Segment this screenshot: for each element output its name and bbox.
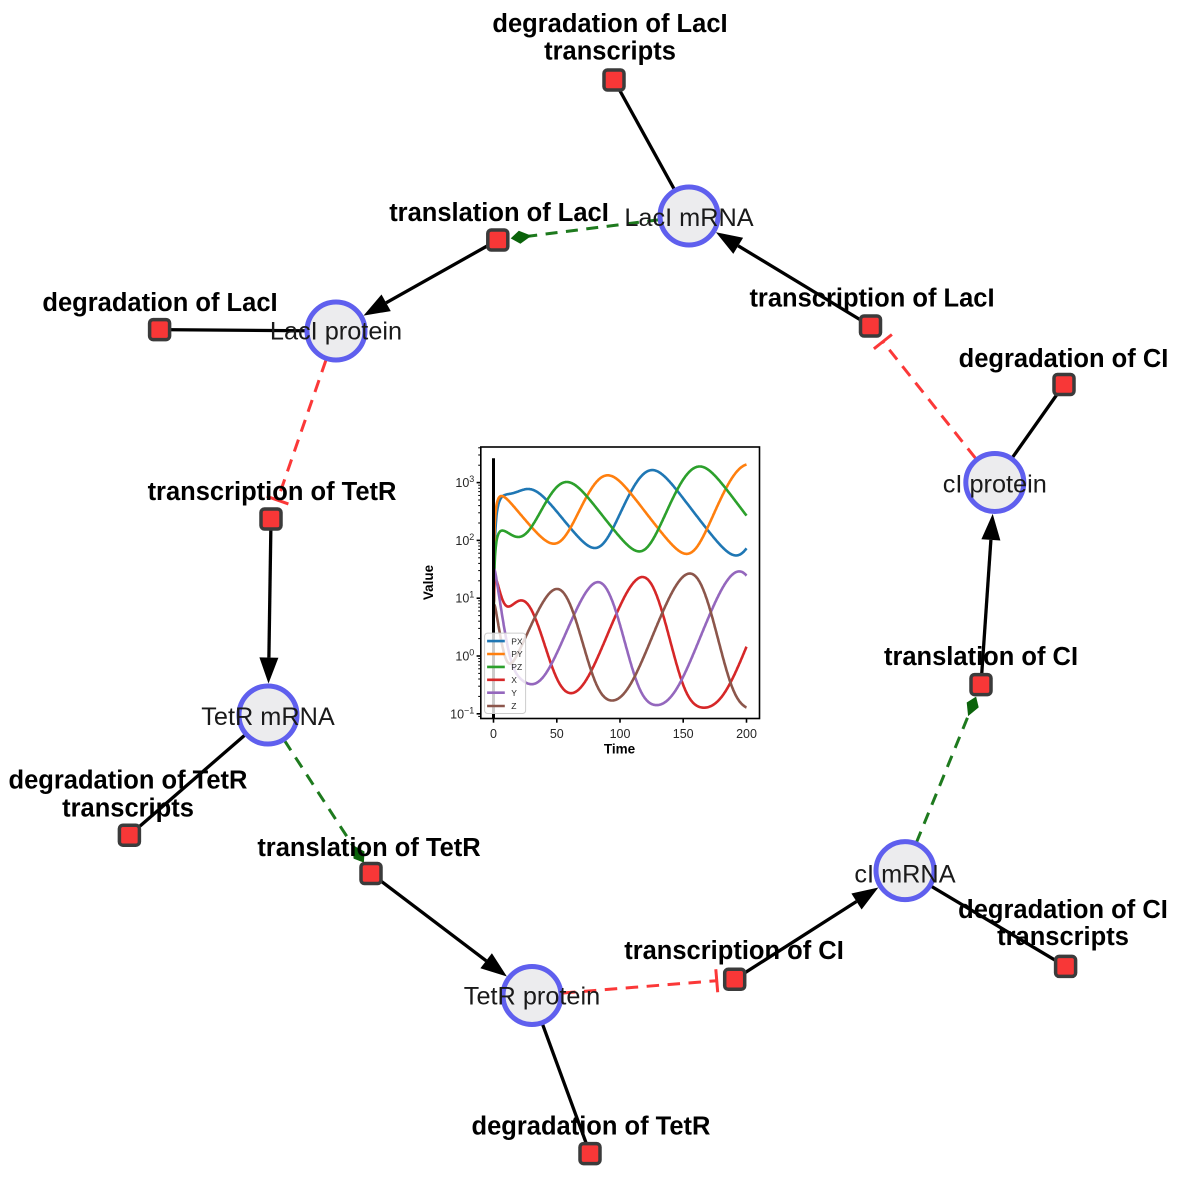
svg-text:translation of CI: translation of CI xyxy=(884,643,1078,671)
svg-text:Time: Time xyxy=(604,742,636,757)
svg-text:transcription of CI: transcription of CI xyxy=(624,937,844,965)
svg-text:transcription of LacI: transcription of LacI xyxy=(749,285,994,313)
svg-text:transcripts: transcripts xyxy=(997,923,1129,951)
svg-text:X: X xyxy=(511,675,517,685)
svg-text:degradation of LacI: degradation of LacI xyxy=(42,289,277,317)
svg-text:transcription of TetR: transcription of TetR xyxy=(148,478,397,506)
svg-text:transcripts: transcripts xyxy=(62,795,194,823)
svg-text:degradation of TetR: degradation of TetR xyxy=(472,1113,711,1141)
svg-text:degradation of CI: degradation of CI xyxy=(959,345,1169,373)
svg-text:TetR protein: TetR protein xyxy=(464,983,600,1011)
svg-text:transcripts: transcripts xyxy=(544,37,676,65)
svg-text:degradation of CI: degradation of CI xyxy=(958,896,1168,924)
svg-text:translation of LacI: translation of LacI xyxy=(389,199,609,227)
svg-text:LacI protein: LacI protein xyxy=(270,318,402,346)
svg-text:Z: Z xyxy=(511,701,516,711)
svg-text:TetR mRNA: TetR mRNA xyxy=(201,703,335,731)
svg-text:translation of TetR: translation of TetR xyxy=(257,834,480,862)
svg-text:150: 150 xyxy=(673,727,694,741)
svg-text:Value: Value xyxy=(421,564,436,600)
svg-text:PY: PY xyxy=(511,649,523,659)
svg-text:0: 0 xyxy=(490,727,497,741)
svg-text:PZ: PZ xyxy=(511,662,522,672)
svg-text:100: 100 xyxy=(610,727,631,741)
svg-text:Y: Y xyxy=(511,688,517,698)
svg-text:50: 50 xyxy=(550,727,564,741)
svg-text:degradation of TetR: degradation of TetR xyxy=(9,766,248,794)
svg-text:200: 200 xyxy=(736,727,757,741)
svg-text:cI mRNA: cI mRNA xyxy=(854,861,955,889)
svg-text:PX: PX xyxy=(511,636,523,646)
svg-text:cI protein: cI protein xyxy=(943,471,1047,499)
svg-text:degradation of LacI: degradation of LacI xyxy=(492,10,727,38)
svg-text:LacI mRNA: LacI mRNA xyxy=(624,204,753,232)
